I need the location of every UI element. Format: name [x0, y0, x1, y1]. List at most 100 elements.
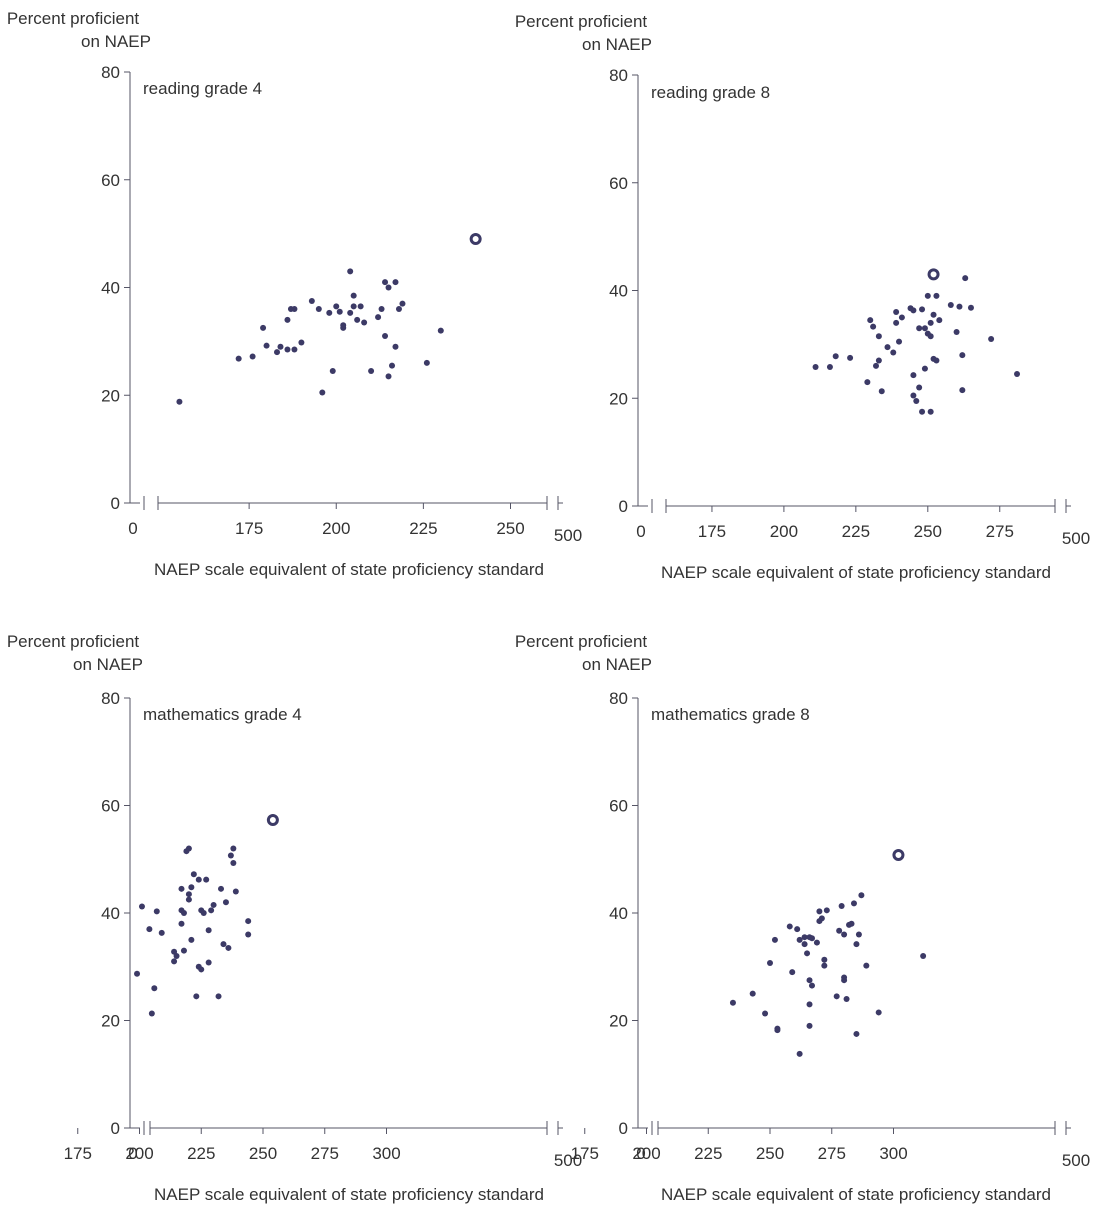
- data-point: [193, 993, 200, 1000]
- data-point: [385, 373, 392, 380]
- data-point: [913, 397, 920, 404]
- data-point: [375, 314, 382, 321]
- data-point: [872, 362, 879, 369]
- data-point: [841, 977, 848, 984]
- data-point: [180, 947, 187, 954]
- data-point: [357, 303, 364, 310]
- data-point: [847, 354, 854, 361]
- data-point: [927, 408, 934, 415]
- data-point: [924, 292, 931, 299]
- y-axis-label: on NAEP: [582, 655, 652, 674]
- data-point: [146, 926, 153, 933]
- data-point: [808, 935, 815, 942]
- highlighted-data-point: [266, 814, 279, 827]
- chart-title: mathematics grade 8: [651, 705, 810, 724]
- data-point: [801, 934, 808, 941]
- x-tick-label: 175: [64, 1144, 92, 1163]
- x-axis-label: NAEP scale equivalent of state proficien…: [661, 1185, 1051, 1204]
- data-point: [260, 324, 267, 331]
- x-tick-label: 175: [698, 522, 726, 541]
- data-point: [1014, 371, 1021, 378]
- x-tick-label: 175: [571, 1144, 599, 1163]
- data-point: [336, 308, 343, 315]
- data-point: [893, 319, 900, 326]
- x-tick-label: 250: [914, 522, 942, 541]
- data-point: [368, 368, 375, 375]
- y-tick-label: 80: [609, 66, 628, 85]
- data-point: [910, 372, 917, 379]
- y-tick-label: 40: [609, 282, 628, 301]
- data-point: [729, 999, 736, 1006]
- data-point: [227, 852, 234, 859]
- data-point: [151, 985, 158, 992]
- data-point: [205, 959, 212, 966]
- data-point: [947, 302, 954, 309]
- x-tick-label-max: 500: [554, 526, 582, 545]
- data-point: [230, 860, 237, 867]
- y-tick-label: 0: [619, 497, 628, 516]
- x-tick-label: 250: [756, 1144, 784, 1163]
- data-point: [870, 323, 877, 330]
- data-point: [291, 306, 298, 313]
- x-tick-label-max: 500: [1062, 1151, 1090, 1170]
- data-point: [326, 309, 333, 316]
- data-point: [284, 346, 291, 353]
- data-point: [277, 343, 284, 350]
- data-point: [936, 317, 943, 324]
- data-point: [333, 303, 340, 310]
- data-point: [134, 970, 141, 977]
- highlighted-data-point: [469, 233, 482, 246]
- data-point: [796, 936, 803, 943]
- data-point: [200, 910, 207, 916]
- data-point: [205, 927, 212, 934]
- data-point: [319, 389, 326, 396]
- data-point: [437, 327, 444, 334]
- y-tick-label: 60: [609, 797, 628, 816]
- data-point: [933, 357, 940, 364]
- data-point: [291, 346, 298, 353]
- data-point: [919, 306, 926, 313]
- data-point: [767, 959, 773, 966]
- x-tick-label-zero: 0: [636, 1144, 645, 1163]
- panel-reading-grade-8: Percent proficient on NAEP 0 20 40 60 80 175 200…: [515, 12, 1090, 582]
- data-point: [919, 408, 926, 415]
- data-point: [841, 931, 848, 938]
- x-tick-label: 225: [694, 1144, 722, 1163]
- data-point: [956, 303, 963, 310]
- x-tick-label: 275: [818, 1144, 846, 1163]
- data-point: [762, 1010, 769, 1017]
- data-point: [176, 398, 183, 405]
- highlighted-data-point: [927, 268, 940, 281]
- data-point: [225, 944, 232, 951]
- x-tick-label: 250: [496, 519, 524, 538]
- y-tick-label: 20: [101, 386, 120, 405]
- data-point: [921, 365, 928, 372]
- data-point: [382, 279, 389, 286]
- data-point: [423, 359, 430, 366]
- data-point: [953, 328, 960, 335]
- x-tick-label-max: 500: [1062, 529, 1090, 548]
- data-point: [893, 309, 900, 316]
- data-point: [812, 364, 819, 371]
- y-tick-label: 80: [101, 63, 120, 82]
- y-axis-label: Percent proficient: [7, 632, 140, 651]
- x-axis-label: NAEP scale equivalent of state proficien…: [661, 563, 1051, 582]
- data-point: [813, 939, 820, 946]
- data-point: [195, 876, 202, 883]
- data-point: [988, 335, 995, 342]
- y-tick-label: 0: [111, 494, 120, 513]
- data-point: [392, 343, 399, 350]
- data-point: [395, 306, 402, 313]
- y-tick-label: 60: [101, 171, 120, 190]
- x-tick-label: 225: [842, 522, 870, 541]
- data-point: [263, 342, 270, 349]
- data-point: [910, 392, 917, 399]
- data-point: [218, 885, 225, 892]
- panel-reading-grade-4: Percent proficient on NAEP 0 20 40 60 80 175 200…: [7, 9, 582, 579]
- data-point: [284, 316, 291, 323]
- data-point: [959, 352, 966, 359]
- data-point: [916, 384, 923, 391]
- data-point: [354, 316, 361, 323]
- data-point: [794, 926, 801, 933]
